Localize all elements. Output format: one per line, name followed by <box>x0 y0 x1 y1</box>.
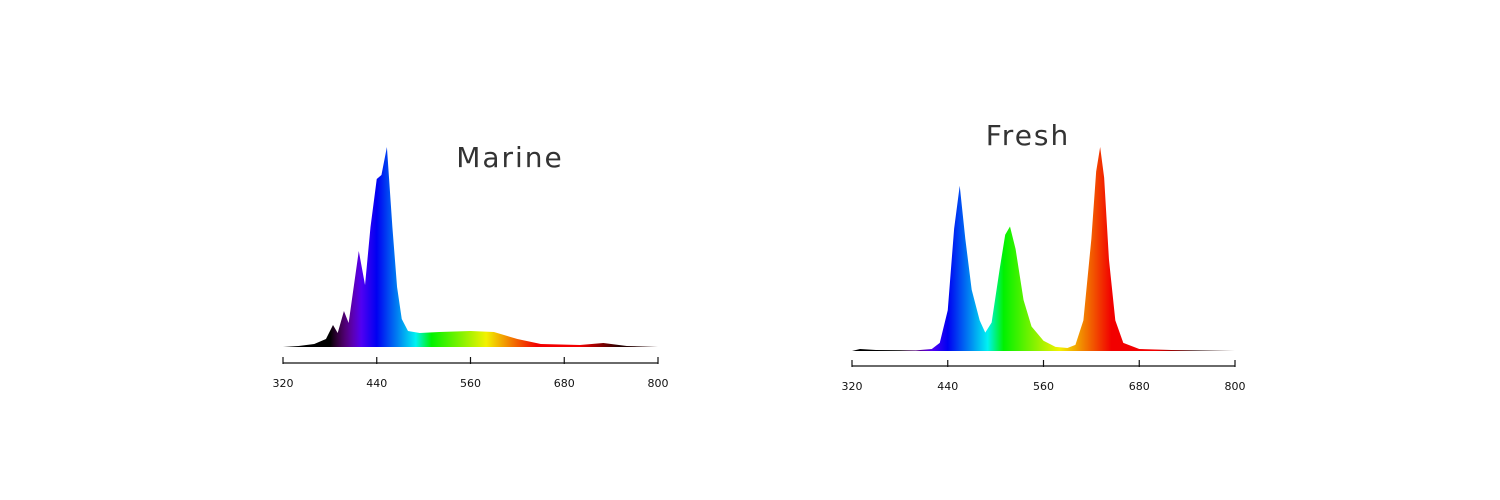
x-tick-label: 800 <box>1225 380 1246 393</box>
spectrum-area <box>283 147 658 347</box>
x-tick-label: 440 <box>366 377 387 390</box>
chart-title: Fresh <box>986 119 1071 152</box>
chart-title: Marine <box>456 141 564 174</box>
x-tick-label: 680 <box>554 377 575 390</box>
x-tick-label: 560 <box>1033 380 1054 393</box>
x-tick-label: 320 <box>273 377 294 390</box>
x-tick-label: 320 <box>842 380 863 393</box>
x-tick-label: 560 <box>460 377 481 390</box>
spectrum-area <box>852 147 1235 351</box>
x-tick-label: 680 <box>1129 380 1150 393</box>
x-tick-label: 440 <box>937 380 958 393</box>
x-tick-label: 800 <box>648 377 669 390</box>
